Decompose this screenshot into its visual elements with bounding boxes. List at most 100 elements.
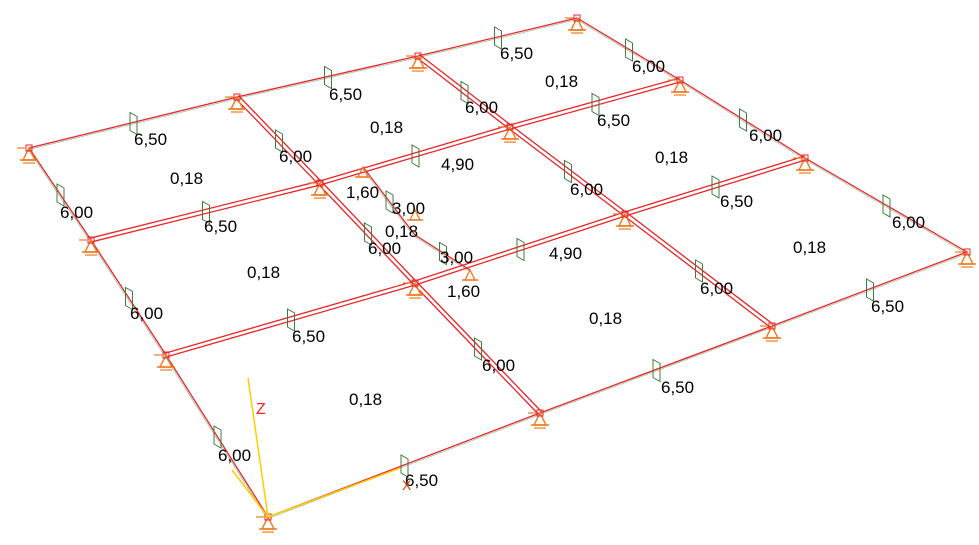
beam-line xyxy=(625,211,774,325)
dimension-label: 3,00 xyxy=(392,199,426,218)
distributed-load-icon xyxy=(460,80,469,105)
node-square-icon xyxy=(963,248,971,256)
distributed-load-icon xyxy=(591,92,600,117)
slab-thickness-label: 0,18 xyxy=(793,238,827,257)
slab-thickness-label: 0,18 xyxy=(589,309,623,328)
x-axis-label: X xyxy=(402,477,412,493)
distributed-load-icon xyxy=(364,222,372,246)
grid-beams xyxy=(27,17,968,519)
fixed-support-icon xyxy=(79,238,100,256)
beam-edge xyxy=(361,167,415,237)
beam-line xyxy=(165,354,269,518)
dimension-label: 6,50 xyxy=(597,111,631,130)
dimension-label: 6,50 xyxy=(661,378,695,397)
dimension-label: 6,00 xyxy=(130,304,164,323)
dimension-label: 6,00 xyxy=(749,126,783,145)
beam-edge xyxy=(772,253,968,328)
beam-line xyxy=(413,283,540,415)
beam-edge xyxy=(268,414,541,519)
beam-line xyxy=(236,55,419,98)
fixed-support-icon xyxy=(760,324,781,342)
beam-line xyxy=(418,53,512,126)
dimension-label: 6,50 xyxy=(292,327,326,346)
node-square-icon xyxy=(573,14,581,22)
beam-edge xyxy=(576,19,680,82)
beam-line xyxy=(362,166,416,236)
node-square-icon xyxy=(25,144,33,152)
beam-line xyxy=(320,181,417,283)
dimension-label: 1,60 xyxy=(447,282,481,301)
slab-thickness-label: 0,18 xyxy=(170,169,204,188)
beam-line xyxy=(165,280,415,354)
beam-line xyxy=(235,97,320,185)
node-square-icon xyxy=(506,123,514,131)
nodes xyxy=(25,14,971,521)
dimension-label: 6,00 xyxy=(570,180,604,199)
node-square-icon xyxy=(621,210,629,218)
distributed-load-icon xyxy=(213,425,222,449)
fixed-support-icon xyxy=(355,165,371,178)
node-square-icon xyxy=(768,322,776,330)
axis-triad xyxy=(231,377,401,518)
dimension-label: 6,50 xyxy=(500,44,534,63)
beam-edge xyxy=(237,57,419,99)
fixed-support-icon xyxy=(407,208,423,221)
dimension-label: 6,00 xyxy=(60,203,94,222)
fixed-support-icon xyxy=(613,212,634,230)
dimension-label: 4,90 xyxy=(549,244,583,263)
distributed-load-icon xyxy=(287,308,295,332)
z-axis-line xyxy=(247,377,269,518)
fixed-support-icon xyxy=(154,353,175,371)
slab-thickness-label: 0,18 xyxy=(545,72,579,91)
fixed-support-icon xyxy=(225,95,246,113)
beam-line xyxy=(625,159,806,217)
supports xyxy=(17,16,976,533)
beam-edge xyxy=(164,355,267,518)
fixed-support-icon xyxy=(498,125,519,143)
node-square-icon xyxy=(411,279,419,287)
distributed-load-icon xyxy=(474,337,482,361)
y-axis-line xyxy=(231,469,269,518)
distributed-load-icon xyxy=(324,65,332,90)
distributed-load-icon xyxy=(516,237,525,262)
slab-thickness-label: 0,18 xyxy=(655,148,689,167)
beam-line xyxy=(679,79,806,159)
node-square-icon xyxy=(162,351,170,359)
distributed-load-icon xyxy=(652,358,661,383)
beam-line xyxy=(510,124,627,213)
distributed-load-icon xyxy=(385,190,394,214)
beam-line xyxy=(319,124,510,182)
distributed-load-icon xyxy=(882,194,891,218)
dimension-label: 3,00 xyxy=(440,248,474,267)
beam-line xyxy=(771,251,968,327)
node-square-icon xyxy=(87,236,95,244)
dimension-label: 6,50 xyxy=(720,192,754,211)
beam-line xyxy=(804,157,968,253)
fixed-support-icon xyxy=(308,181,329,199)
distributed-load-icon xyxy=(739,108,747,132)
beam-edge xyxy=(27,148,91,242)
slab-thickness-label: 0,18 xyxy=(385,222,419,241)
z-axis-label: Z xyxy=(256,401,266,418)
distributed-load-icon xyxy=(439,241,447,266)
beam-line xyxy=(415,215,626,286)
beam-line xyxy=(576,17,681,81)
distributed-load-icon xyxy=(202,200,210,225)
node-square-icon xyxy=(233,93,241,101)
node-square-icon xyxy=(316,179,324,187)
x-axis-line xyxy=(267,467,401,518)
beam-line xyxy=(28,96,238,149)
beam-line xyxy=(320,128,511,186)
fixed-support-icon xyxy=(17,146,38,164)
dimension-label: 6,00 xyxy=(279,147,313,166)
node-square-icon xyxy=(414,52,422,60)
slab-thickness-label: 0,18 xyxy=(370,118,404,137)
dimension-label: 6,00 xyxy=(482,356,516,375)
beam-edge xyxy=(414,236,470,272)
beam-line xyxy=(624,155,805,213)
dimension-label: 4,90 xyxy=(441,155,475,174)
beam-edge xyxy=(679,81,805,160)
dimension-label: 6,00 xyxy=(368,239,402,258)
fixed-support-icon xyxy=(462,268,478,281)
